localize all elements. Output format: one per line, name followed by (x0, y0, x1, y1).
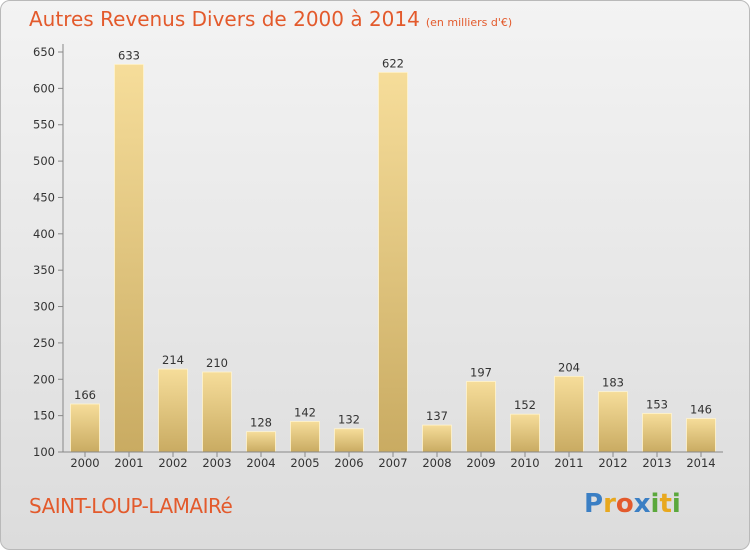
value-label-2004: 128 (250, 416, 272, 430)
bar-2000 (70, 403, 100, 453)
y-tick-label: 550 (33, 118, 55, 132)
proxiti-logo[interactable]: Proxiti (584, 489, 681, 519)
y-axis: 100 150 200 250 300 350 400 450 500 550 600 650 (33, 44, 64, 459)
y-tick-label: 100 (33, 445, 55, 459)
bar-2007 (378, 71, 408, 453)
x-tick-label-2007: 2007 (378, 456, 407, 470)
bar-2002 (158, 368, 188, 453)
x-tick-label-2010: 2010 (510, 456, 539, 470)
x-tick-label-2000: 2000 (70, 456, 99, 470)
y-tick-label: 450 (33, 190, 55, 204)
chart-title-text: Autres Revenus Divers de 2000 à 2014 (29, 7, 420, 31)
bar-2004 (246, 431, 276, 453)
bar-2008 (422, 424, 452, 453)
logo-letter: t (659, 489, 672, 519)
bar-2001 (114, 63, 144, 453)
x-tick-label-2005: 2005 (290, 456, 319, 470)
commune-name: SAINT-LOUP-LAMAIRé (29, 494, 233, 518)
value-label-2008: 137 (426, 409, 448, 423)
value-label-2010: 152 (514, 398, 536, 412)
x-tick-label-2006: 2006 (334, 456, 363, 470)
value-label-2007: 622 (382, 56, 404, 70)
x-tick-label-2002: 2002 (158, 456, 187, 470)
chart-unit: (en milliers d'€) (425, 16, 513, 29)
bars: 166 633 214 210 128 142 132 622 137 197 152 204 183 1… (70, 48, 716, 453)
value-label-2013: 153 (646, 397, 668, 411)
y-tick-label: 350 (33, 263, 55, 277)
y-tick-label: 300 (33, 300, 55, 314)
y-tick-label: 250 (33, 336, 55, 350)
value-label-2009: 197 (470, 365, 492, 379)
x-tick-label-2003: 2003 (202, 456, 231, 470)
value-label-2002: 214 (162, 353, 184, 367)
value-label-2014: 146 (690, 403, 712, 417)
bar-2010 (510, 413, 540, 453)
logo-letter: i (671, 489, 681, 519)
x-tick-label-2011: 2011 (554, 456, 583, 470)
x-tick-label-2009: 2009 (466, 456, 495, 470)
bar-2009 (466, 381, 496, 453)
value-label-2001: 633 (118, 48, 140, 62)
value-label-2005: 142 (294, 405, 316, 419)
logo-letter: r (603, 489, 616, 519)
logo-letter: o (615, 489, 634, 519)
bar-2011 (554, 375, 584, 453)
value-label-2012: 183 (602, 376, 624, 390)
bar-2006 (334, 428, 364, 453)
bar-2003 (202, 371, 232, 453)
x-tick-label-2013: 2013 (642, 456, 671, 470)
logo-letter: x (633, 489, 651, 519)
logo-letter: P (584, 489, 604, 519)
y-tick-label: 650 (33, 45, 55, 59)
chart-title: Autres Revenus Divers de 2000 à 2014 (en … (29, 7, 512, 31)
y-tick-label: 150 (33, 409, 55, 423)
bar-2005 (290, 421, 320, 453)
x-tick-label-2008: 2008 (422, 456, 451, 470)
x-tick-label-2001: 2001 (114, 456, 143, 470)
x-tick-label-2012: 2012 (598, 456, 627, 470)
x-tick-label-2004: 2004 (246, 456, 275, 470)
value-label-2011: 204 (558, 360, 580, 374)
logo-letter: i (650, 489, 660, 519)
value-label-2006: 132 (338, 413, 360, 427)
bar-2013 (642, 413, 672, 453)
y-tick-label: 200 (33, 372, 55, 386)
y-tick-label: 600 (33, 81, 55, 95)
bar-2014 (686, 418, 716, 453)
x-tick-label-2014: 2014 (686, 456, 715, 470)
value-label-2000: 166 (74, 388, 96, 402)
y-tick-label: 400 (33, 227, 55, 241)
value-label-2003: 210 (206, 356, 228, 370)
bar-2012 (598, 391, 628, 453)
x-axis: 2000 2001 2002 2003 2004 2005 2006 2007 2008 2009… (63, 451, 723, 470)
y-tick-label: 500 (33, 154, 55, 168)
